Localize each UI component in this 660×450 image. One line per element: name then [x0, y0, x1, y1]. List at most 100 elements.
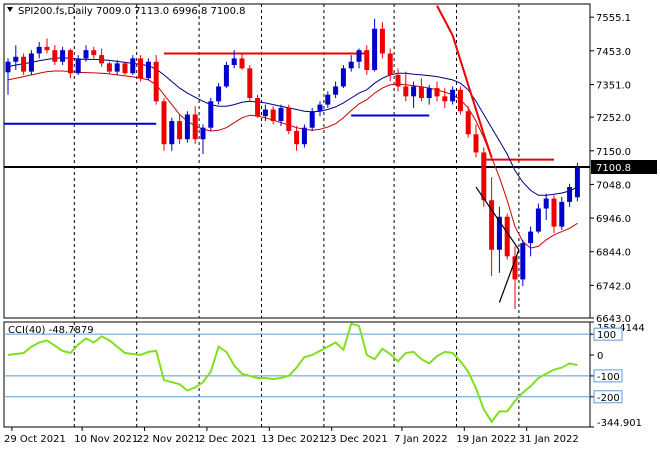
candle-body: [348, 61, 354, 69]
cci-tick-label: -100: [597, 372, 620, 383]
price-tick-label: 6844.0: [596, 248, 631, 259]
candle-body: [145, 61, 151, 79]
trend-line: [475, 186, 520, 251]
candle-body: [83, 50, 89, 59]
cci-header: CCI(40) -48.7879: [8, 325, 94, 336]
candle-body: [208, 101, 214, 128]
candle-body: [184, 114, 190, 140]
candle-body: [473, 134, 479, 153]
price-tick-label: 6742.0: [596, 281, 631, 292]
candle-body: [512, 256, 518, 280]
time-tick-label: 13 Dec 2021: [261, 434, 325, 445]
candle-body: [372, 28, 378, 70]
cci-level-lines: [4, 333, 590, 398]
cci-tick-label: -344.901: [597, 418, 642, 429]
candle-body: [309, 111, 315, 128]
candle-body: [356, 50, 362, 62]
dropdown-arrow-icon[interactable]: [7, 7, 13, 12]
candles[interactable]: [5, 18, 580, 310]
candle-body: [379, 28, 385, 54]
cci-level-box: [593, 390, 623, 404]
price-tick-label: 7453.0: [596, 47, 631, 58]
cci-tick-label: 0: [597, 351, 603, 362]
price-tick-label: 7555.1: [596, 13, 631, 24]
candle-body: [153, 61, 159, 102]
candle-body: [286, 107, 292, 131]
candle-body: [114, 63, 120, 72]
candle-body: [551, 198, 557, 227]
candle-body: [340, 68, 346, 87]
horizontal-levels: [4, 52, 590, 169]
time-tick-label: 31 Jan 2022: [519, 434, 579, 445]
candle-body: [520, 243, 526, 280]
candle-body: [21, 56, 27, 72]
cci-axis: 158.41441000-100-200-344.901: [590, 321, 645, 429]
time-tick-label: 2 Dec 2021: [199, 434, 257, 445]
candle-body: [395, 74, 401, 87]
candle-body: [301, 127, 307, 145]
candle-body: [325, 94, 331, 105]
cci-level-box: [593, 369, 623, 383]
candle-body: [192, 114, 198, 140]
cci-series-line: [7, 322, 578, 424]
price-tick-label: 7150.0: [596, 147, 631, 158]
candle-body: [216, 86, 222, 102]
candle-body: [465, 111, 471, 135]
candle-body: [262, 109, 268, 117]
price-tick-label: 7048.0: [596, 180, 631, 191]
candle-body: [5, 61, 11, 73]
candle-body: [411, 86, 417, 97]
candle-body: [528, 231, 534, 244]
candle-body: [426, 88, 432, 99]
current-price-tag: 7100.8: [591, 160, 657, 175]
candle-body: [481, 152, 487, 201]
candle-body: [44, 46, 50, 51]
candle-body: [567, 187, 573, 202]
time-tick-label: 29 Oct 2021: [4, 434, 66, 445]
candle-body: [106, 63, 112, 72]
candle-body: [270, 109, 276, 122]
candle-body: [535, 208, 541, 232]
candle-body: [496, 216, 502, 250]
candle-body: [239, 58, 245, 69]
candle-body: [138, 58, 144, 79]
price-tick-label: 7252.0: [596, 113, 631, 124]
vertical-gridlines: [73, 4, 520, 318]
candle-body: [231, 58, 237, 66]
candle-body: [294, 130, 300, 145]
ma-red-line: [7, 70, 578, 249]
candle-body: [504, 216, 510, 257]
candle-body: [200, 127, 206, 140]
price-panel[interactable]: SPI200.fs,Daily 7009.0 7113.0 6996.8 710…: [3, 3, 657, 325]
symbol-header: SPI200.fs,Daily 7009.0 7113.0 6996.8 710…: [18, 6, 245, 17]
candle-body: [403, 86, 409, 97]
candle-body: [574, 167, 580, 198]
candle-body: [543, 198, 549, 209]
time-tick-label: 22 Nov 2021: [137, 434, 201, 445]
candle-body: [52, 50, 58, 62]
candle-body: [91, 50, 97, 56]
candle-body: [75, 58, 81, 74]
candle-body: [489, 200, 495, 250]
candle-body: [161, 101, 167, 145]
trend-line: [498, 249, 520, 303]
candle-body: [418, 86, 424, 99]
candle-body: [442, 96, 448, 102]
candle-body: [364, 50, 370, 70]
time-tick-label: 19 Jan 2022: [456, 434, 516, 445]
time-tick-label: 10 Nov 2021: [74, 434, 138, 445]
candle-body: [60, 50, 66, 62]
price-tick-label: 6643.0: [596, 314, 631, 325]
candle-body: [434, 88, 440, 97]
candle-body: [169, 121, 175, 145]
current-price-label: 7100.8: [596, 163, 631, 174]
candle-body: [255, 98, 261, 117]
cci-panel-frame: [3, 321, 591, 428]
candle-body: [177, 121, 183, 140]
candle-body: [457, 89, 463, 112]
candle-body: [559, 201, 565, 227]
cci-panel[interactable]: CCI(40) -48.7879 158.41441000-100-200-34…: [3, 321, 645, 429]
candle-body: [247, 68, 253, 99]
